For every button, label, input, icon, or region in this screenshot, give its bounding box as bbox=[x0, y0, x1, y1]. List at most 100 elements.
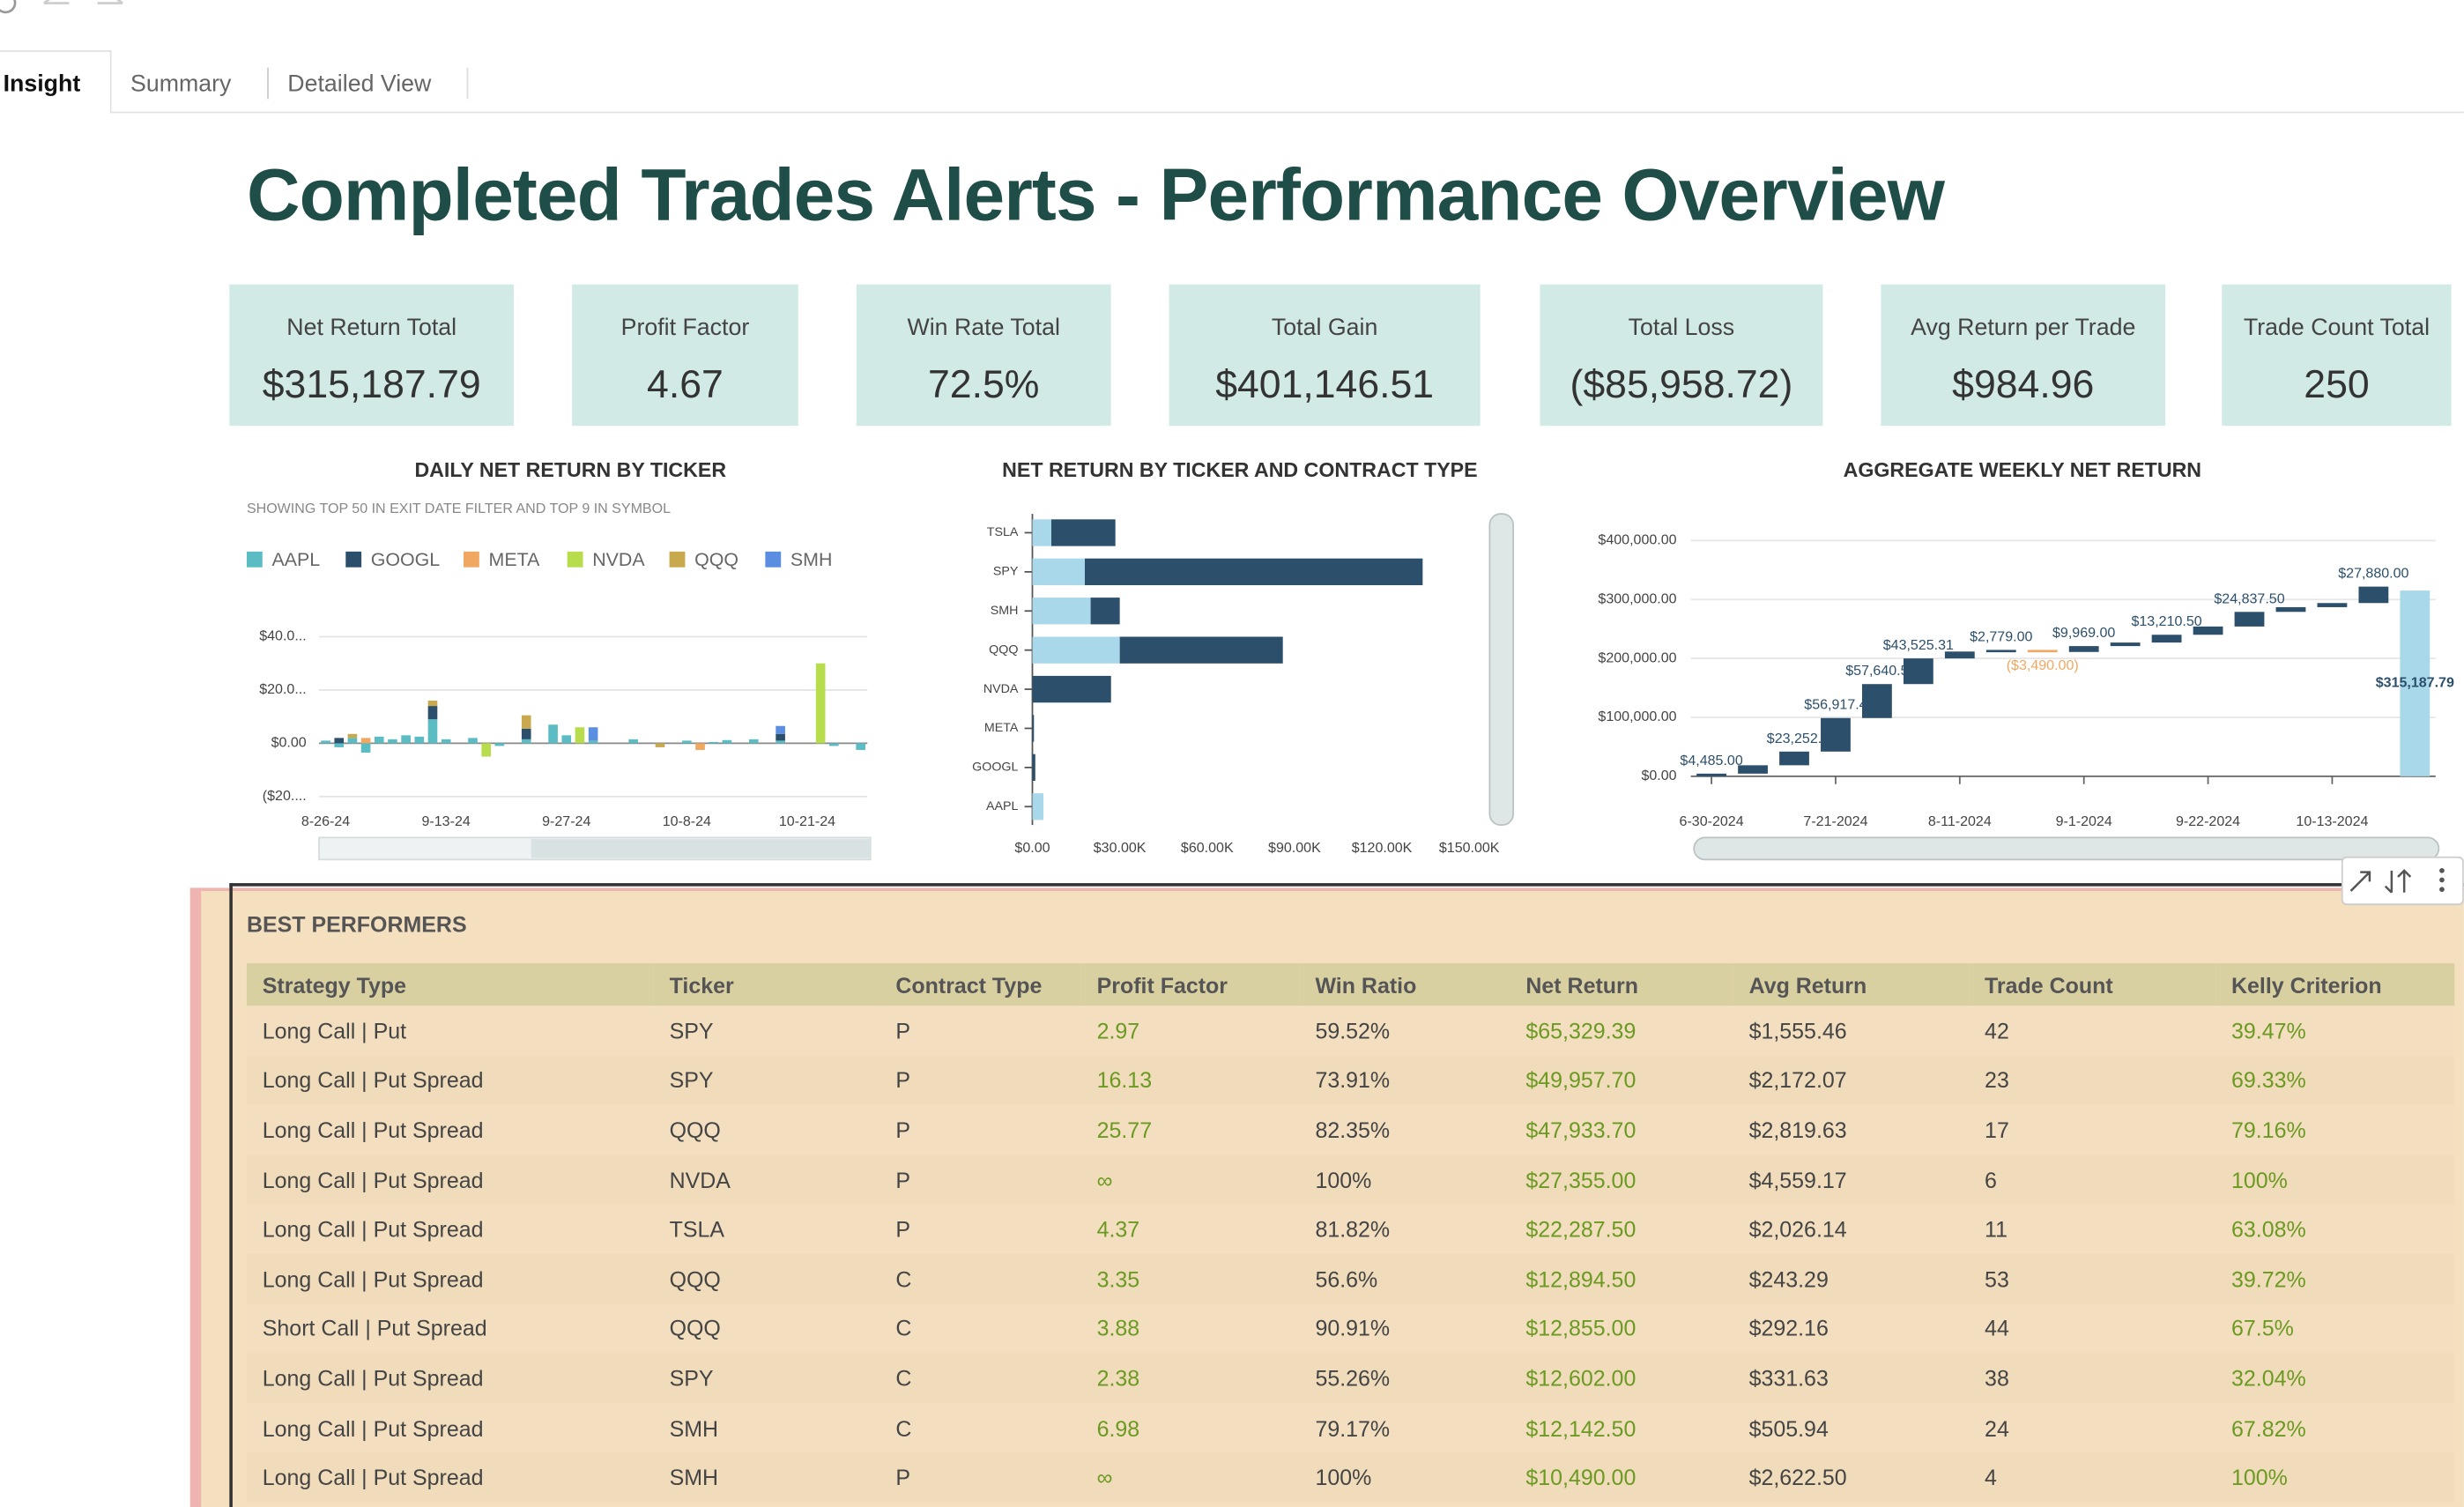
table-cell: 100% bbox=[1299, 1154, 1510, 1205]
table-cell: 32.04% bbox=[2215, 1353, 2455, 1403]
x-tick-label: 10-21-24 bbox=[779, 813, 835, 829]
table-cell: 100% bbox=[2215, 1452, 2455, 1503]
bar bbox=[521, 739, 531, 744]
legend-label: NVDA bbox=[592, 549, 645, 570]
data-label: $4,485.00 bbox=[1680, 753, 1742, 768]
table-cell: $12,894.50 bbox=[1510, 1253, 1733, 1304]
kpi-card: Win Rate Total 72.5% bbox=[856, 284, 1111, 427]
bar bbox=[2151, 635, 2182, 643]
table-cell: $243.29 bbox=[1733, 1253, 1970, 1304]
table-cell: C bbox=[879, 1253, 1081, 1304]
scrollbar[interactable] bbox=[1693, 836, 2440, 861]
column-header: Contract Type bbox=[879, 963, 1081, 1006]
bar bbox=[2358, 586, 2389, 604]
y-tick-label: $0.00 bbox=[271, 735, 307, 751]
table-row: Long Call | Put Spread SPY P 16.13 73.91% $49… bbox=[246, 1055, 2455, 1105]
table-cell: 2.38 bbox=[1080, 1353, 1300, 1403]
undo-icon[interactable] bbox=[43, 0, 70, 4]
table-row: Long Call | Put Spread QQQ C 3.35 56.6% $12,8… bbox=[246, 1253, 2455, 1304]
bar bbox=[815, 663, 826, 744]
tab[interactable]: Insight bbox=[3, 71, 81, 98]
kpi-card: Profit Factor 4.67 bbox=[572, 284, 798, 427]
tab-separator bbox=[466, 67, 469, 100]
table-cell: 69.33% bbox=[2215, 1055, 2455, 1105]
kpi-value: ($85,958.72) bbox=[1570, 362, 1793, 407]
kpi-label: Win Rate Total bbox=[907, 314, 1060, 341]
total-label: $315,187.79 bbox=[2376, 675, 2454, 691]
table-cell: Long Call | Put Spread bbox=[246, 1204, 654, 1254]
tab-rule bbox=[109, 111, 2464, 114]
table-frame bbox=[229, 883, 2464, 1507]
table-cell: Long Call | Put Spread bbox=[246, 1402, 654, 1453]
table-cell: $2,172.07 bbox=[1733, 1055, 1970, 1105]
chart-title: DAILY NET RETURN BY TICKER bbox=[414, 458, 726, 481]
bar bbox=[334, 743, 345, 747]
table-cell: Long Call | Put Spread bbox=[246, 1154, 654, 1205]
table-cell: $331.63 bbox=[1733, 1353, 1970, 1403]
kpi-value: $315,187.79 bbox=[262, 362, 481, 407]
bar bbox=[321, 740, 330, 744]
x-tick-label: $60.00K bbox=[1181, 840, 1234, 856]
x-tick-label: 8-11-2024 bbox=[1928, 813, 1992, 829]
bar bbox=[468, 738, 478, 744]
table-row: Long Call | Put Spread SPY C 2.38 55.26% $12,… bbox=[246, 1353, 2455, 1403]
x-tick-label: 9-27-24 bbox=[542, 813, 590, 829]
table-cell: $1,555.46 bbox=[1733, 1006, 1970, 1056]
table-cell: 17 bbox=[1969, 1104, 2216, 1155]
y-tick-label: GOOGL bbox=[972, 761, 1018, 775]
sort-icon[interactable] bbox=[2384, 869, 2412, 894]
legend-swatch bbox=[464, 551, 479, 568]
x-tick-label: 6-30-2024 bbox=[1680, 813, 1744, 829]
table-cell: ∞ bbox=[1080, 1452, 1300, 1503]
data-label: ($3,490.00) bbox=[2007, 657, 2079, 673]
redo-icon[interactable] bbox=[97, 0, 123, 4]
dashboard-title: Completed Trades Alerts - Performance Ov… bbox=[246, 152, 1945, 236]
more-icon[interactable] bbox=[2439, 867, 2445, 893]
x-tick-label: 8-26-24 bbox=[301, 813, 350, 829]
bar bbox=[1119, 636, 1283, 664]
legend-swatch bbox=[345, 551, 362, 568]
bar bbox=[776, 733, 785, 741]
data-label: $43,525.31 bbox=[1883, 637, 1954, 653]
bar bbox=[575, 727, 585, 744]
table-cell: $12,142.50 bbox=[1510, 1402, 1733, 1453]
kpi-value: 4.67 bbox=[647, 362, 724, 407]
table-cell: $12,602.00 bbox=[1510, 1353, 1733, 1403]
table-cell: 6.98 bbox=[1080, 1402, 1300, 1453]
table-cell: SPY bbox=[653, 1353, 880, 1403]
scrollbar[interactable] bbox=[1488, 513, 1515, 827]
expand-icon[interactable] bbox=[2349, 871, 2371, 892]
kpi-label: Trade Count Total bbox=[2243, 314, 2431, 341]
total-bar bbox=[2400, 590, 2431, 776]
scrollbar-thumb[interactable] bbox=[531, 839, 871, 858]
bar bbox=[2068, 646, 2099, 652]
table-cell: $4,559.17 bbox=[1733, 1154, 1970, 1205]
table-cell: $65,329.39 bbox=[1510, 1006, 1733, 1056]
tab[interactable]: Detailed View bbox=[287, 71, 432, 98]
kpi-card: Total Gain $401,146.51 bbox=[1169, 284, 1481, 427]
table-cell: ∞ bbox=[1080, 1154, 1300, 1205]
bar bbox=[776, 725, 785, 734]
bar bbox=[374, 736, 384, 744]
bar bbox=[748, 739, 759, 744]
bar bbox=[1032, 715, 1035, 742]
y-tick-label: $400,000.00 bbox=[1598, 532, 1676, 548]
table-cell: $292.16 bbox=[1733, 1303, 1970, 1354]
table-cell: 79.17% bbox=[1299, 1402, 1510, 1453]
data-table: Strategy Type Ticker Contract Type Profit F… bbox=[246, 963, 2455, 1503]
table-cell: 38 bbox=[1969, 1353, 2216, 1403]
x-tick-label: 10-8-24 bbox=[663, 813, 711, 829]
x-tick-label: $120.00K bbox=[1352, 840, 1413, 856]
bar bbox=[427, 719, 438, 744]
chart-title: NET RETURN BY TICKER AND CONTRACT TYPE bbox=[1002, 458, 1477, 481]
data-label: $9,969.00 bbox=[2052, 625, 2115, 641]
tab[interactable]: Summary bbox=[130, 71, 232, 98]
y-tick-label: $0.00 bbox=[1641, 768, 1676, 783]
table-cell: 79.16% bbox=[2215, 1104, 2455, 1155]
refresh-icon[interactable] bbox=[0, 0, 17, 14]
tab-separator bbox=[267, 67, 269, 100]
x-tick-label: 7-21-2024 bbox=[1803, 813, 1867, 829]
kpi-label: Net Return Total bbox=[286, 314, 457, 341]
table-cell: $49,957.70 bbox=[1510, 1055, 1733, 1105]
table-cell: 56.6% bbox=[1299, 1253, 1510, 1304]
